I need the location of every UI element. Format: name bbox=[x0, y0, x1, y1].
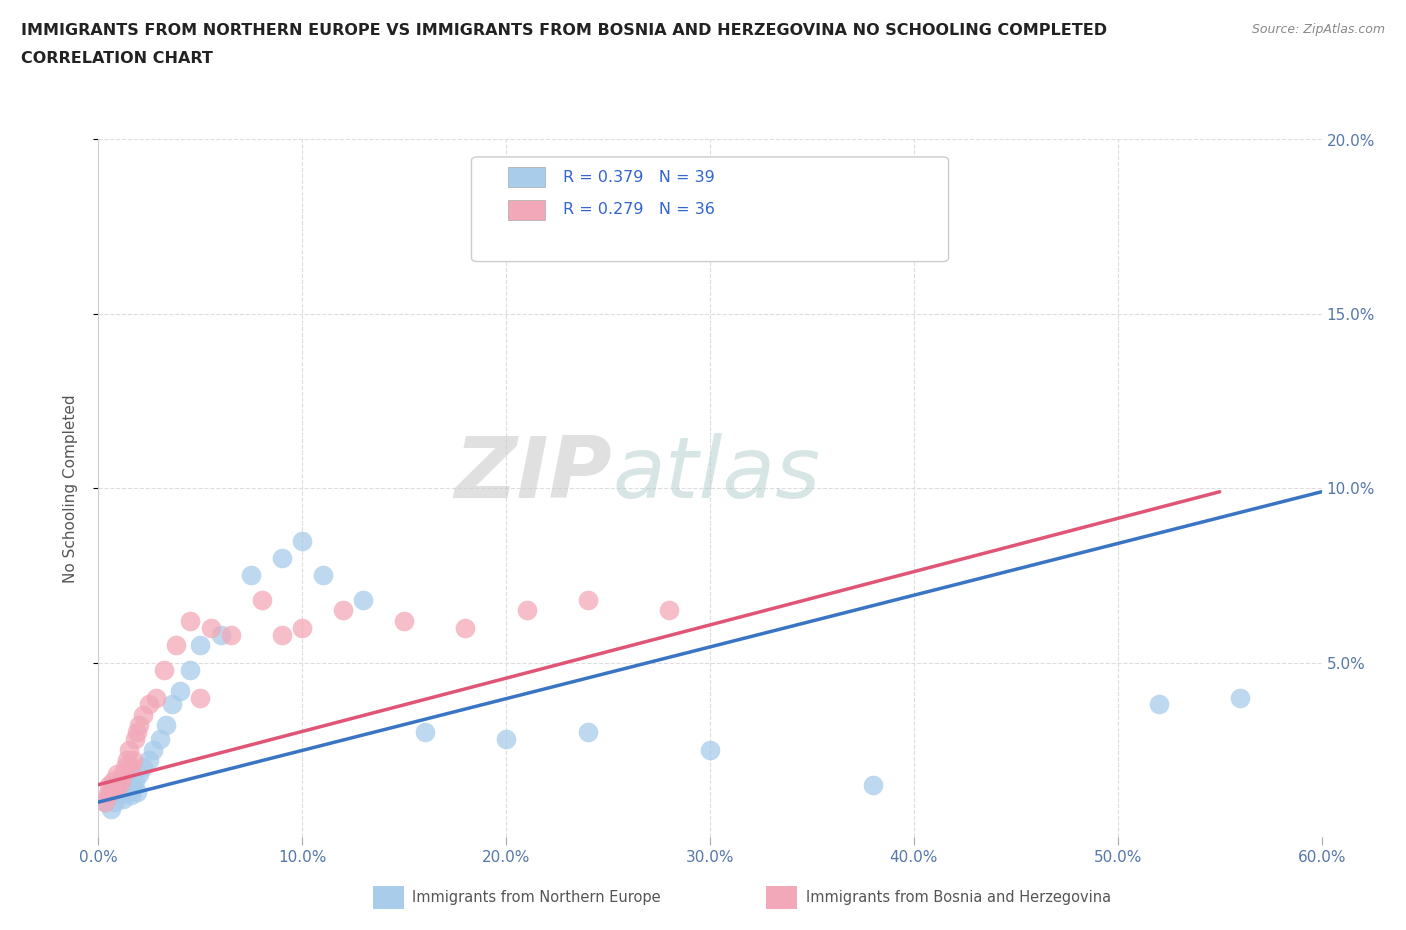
Point bbox=[127, 784, 149, 799]
Point bbox=[132, 708, 155, 723]
Y-axis label: No Schooling Completed: No Schooling Completed bbox=[63, 394, 77, 582]
Point bbox=[110, 774, 132, 789]
Text: CORRELATION CHART: CORRELATION CHART bbox=[21, 51, 212, 66]
Point bbox=[312, 568, 335, 583]
Point bbox=[93, 794, 115, 809]
Point bbox=[108, 788, 131, 803]
Point bbox=[96, 788, 118, 803]
Text: Source: ZipAtlas.com: Source: ZipAtlas.com bbox=[1251, 23, 1385, 36]
Text: Immigrants from Northern Europe: Immigrants from Northern Europe bbox=[412, 890, 661, 905]
Point bbox=[122, 753, 145, 768]
Point bbox=[128, 718, 150, 733]
Bar bbox=[508, 167, 546, 187]
Point bbox=[101, 777, 124, 792]
Point bbox=[152, 662, 174, 677]
Point bbox=[115, 753, 138, 768]
Point bbox=[104, 794, 127, 809]
Point bbox=[118, 742, 141, 757]
Text: R = 0.279   N = 36: R = 0.279 N = 36 bbox=[564, 203, 716, 218]
Point bbox=[1147, 698, 1170, 712]
Point bbox=[1229, 690, 1251, 705]
Point bbox=[111, 791, 134, 806]
Point bbox=[576, 725, 599, 740]
Point bbox=[179, 614, 201, 629]
Point bbox=[110, 781, 132, 796]
Point bbox=[250, 592, 273, 607]
Bar bbox=[508, 200, 546, 219]
Point bbox=[200, 620, 222, 635]
Text: atlas: atlas bbox=[612, 432, 820, 516]
Point bbox=[270, 551, 294, 565]
Point bbox=[658, 603, 681, 618]
Point bbox=[138, 698, 160, 712]
Point bbox=[169, 683, 191, 698]
Point bbox=[392, 614, 416, 629]
Point bbox=[699, 742, 721, 757]
Point bbox=[114, 760, 136, 775]
Point bbox=[105, 766, 128, 781]
Point bbox=[124, 774, 146, 789]
Point bbox=[104, 781, 127, 796]
Text: ZIP: ZIP bbox=[454, 432, 612, 516]
Point bbox=[149, 732, 172, 747]
Point bbox=[120, 760, 142, 775]
Point bbox=[165, 638, 187, 653]
Point bbox=[413, 725, 436, 740]
Point bbox=[101, 774, 124, 789]
Point bbox=[142, 742, 165, 757]
Text: R = 0.379   N = 39: R = 0.379 N = 39 bbox=[564, 169, 716, 185]
Point bbox=[219, 628, 242, 643]
Point bbox=[332, 603, 354, 618]
Point bbox=[240, 568, 263, 583]
Point bbox=[495, 732, 517, 747]
Point bbox=[576, 592, 599, 607]
Text: Immigrants from Bosnia and Herzegovina: Immigrants from Bosnia and Herzegovina bbox=[806, 890, 1111, 905]
Point bbox=[145, 690, 167, 705]
Point bbox=[516, 603, 538, 618]
FancyBboxPatch shape bbox=[471, 157, 949, 261]
Point bbox=[108, 777, 131, 792]
Point bbox=[128, 766, 150, 781]
Point bbox=[100, 784, 122, 799]
Point bbox=[352, 592, 374, 607]
Point bbox=[93, 794, 115, 809]
Point bbox=[115, 784, 138, 799]
Point bbox=[132, 760, 155, 775]
Point bbox=[454, 620, 477, 635]
Point bbox=[209, 628, 232, 643]
Point bbox=[100, 802, 122, 817]
Point bbox=[291, 533, 314, 548]
Point bbox=[97, 788, 120, 803]
Point bbox=[138, 753, 160, 768]
Point bbox=[179, 662, 201, 677]
Point bbox=[120, 788, 142, 803]
Point bbox=[188, 690, 212, 705]
Point bbox=[862, 777, 884, 792]
Point bbox=[188, 638, 212, 653]
Point bbox=[105, 784, 128, 799]
Point bbox=[291, 620, 314, 635]
Point bbox=[124, 732, 146, 747]
Point bbox=[127, 725, 149, 740]
Point bbox=[97, 777, 120, 792]
Point bbox=[111, 766, 134, 781]
Point bbox=[270, 628, 294, 643]
Point bbox=[155, 718, 177, 733]
Point bbox=[114, 774, 136, 789]
Text: IMMIGRANTS FROM NORTHERN EUROPE VS IMMIGRANTS FROM BOSNIA AND HERZEGOVINA NO SCH: IMMIGRANTS FROM NORTHERN EUROPE VS IMMIG… bbox=[21, 23, 1107, 38]
Point bbox=[160, 698, 183, 712]
Point bbox=[118, 777, 141, 792]
Point bbox=[122, 781, 145, 796]
